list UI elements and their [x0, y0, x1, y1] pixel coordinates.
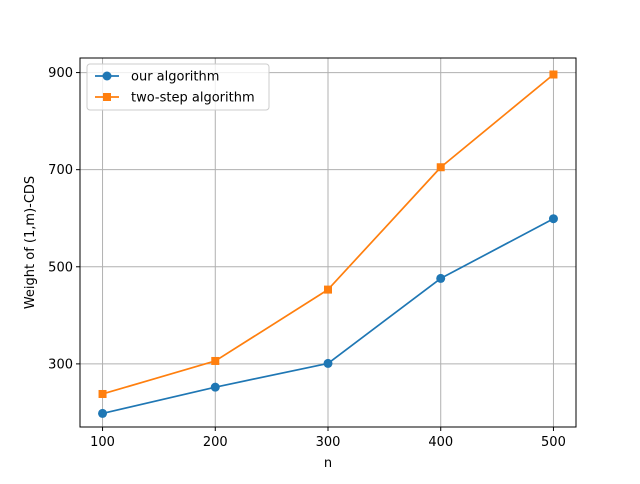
- legend-box: [86, 63, 270, 111]
- x-axis-label: n: [324, 456, 332, 471]
- data-point: [98, 389, 107, 398]
- data-point: [436, 163, 445, 172]
- y-tick-label: 700: [48, 163, 73, 178]
- y-axis-label: Weight of (1,m)-CDS: [23, 176, 38, 309]
- data-point: [324, 285, 332, 294]
- axis-ticks: 100 200 300 400 500 300 500 700 900: [48, 66, 566, 450]
- data-point: [98, 408, 108, 418]
- legend-marker: [103, 93, 111, 101]
- x-tick-label: 300: [316, 435, 341, 450]
- legend-label: our algorithm: [131, 70, 219, 85]
- legend: our algorithm two-step algorithm: [86, 63, 270, 111]
- x-tick-label: 500: [541, 435, 566, 450]
- legend-marker: [102, 71, 112, 81]
- y-tick-label: 900: [48, 66, 73, 81]
- grid: [80, 58, 576, 427]
- data-point: [210, 382, 220, 392]
- x-tick-label: 400: [428, 435, 453, 450]
- data-point: [548, 214, 558, 224]
- x-tick-label: 200: [203, 435, 228, 450]
- legend-entry: our algorithm: [95, 70, 219, 85]
- data-point: [549, 70, 558, 79]
- series-1: [98, 214, 558, 418]
- legend-label: two-step algorithm: [131, 91, 255, 106]
- data-point: [211, 356, 220, 365]
- x-tick-label: 100: [90, 435, 115, 450]
- series-group: [98, 70, 558, 418]
- data-point: [323, 358, 333, 368]
- legend-entry: two-step algorithm: [95, 91, 255, 106]
- data-point: [436, 273, 446, 283]
- series-2: [98, 70, 558, 398]
- y-tick-label: 300: [48, 357, 73, 372]
- y-tick-label: 500: [48, 260, 73, 275]
